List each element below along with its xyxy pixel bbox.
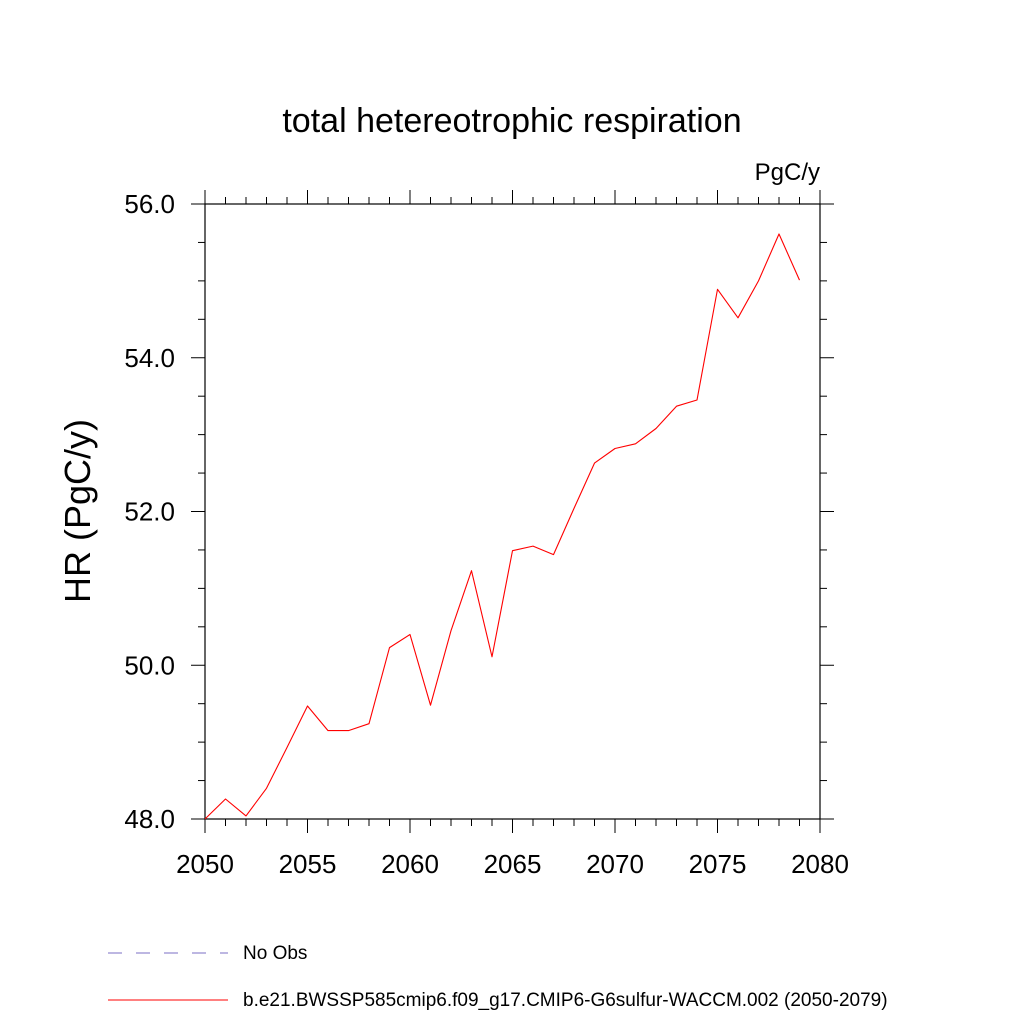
units-label: PgC/y [755,159,820,186]
y-tick-label: 50.0 [124,650,175,680]
x-tick-label: 2075 [689,849,747,879]
y-tick-label: 54.0 [124,343,175,373]
data-series [204,233,801,820]
y-tick-label: 52.0 [124,497,175,527]
chart-title: total hetereotrophic respiration [282,102,741,140]
series-line [204,233,801,820]
legend: No Obs b.e21.BWSSP585cmip6.f09_g17.CMIP6… [108,943,888,1011]
y-tick-label: 48.0 [124,804,175,834]
x-tick-label: 2080 [791,849,849,879]
axis-ticks [191,190,834,833]
x-tick-label: 2070 [586,849,644,879]
y-tick-label: 56.0 [124,189,175,219]
legend-label-model: b.e21.BWSSP585cmip6.f09_g17.CMIP6-G6sulf… [243,990,888,1011]
legend-label-no-obs: No Obs [243,943,307,964]
x-tick-label: 2060 [381,849,439,879]
x-tick-label: 2065 [484,849,542,879]
axis-tick-labels: 2050 2055 2060 2065 2070 2075 2080 48.0 50.0 52.0… [124,189,849,879]
x-tick-label: 2050 [176,849,234,879]
x-tick-label: 2055 [279,849,337,879]
y-axis-label: HR (PgC/y) [57,419,98,603]
